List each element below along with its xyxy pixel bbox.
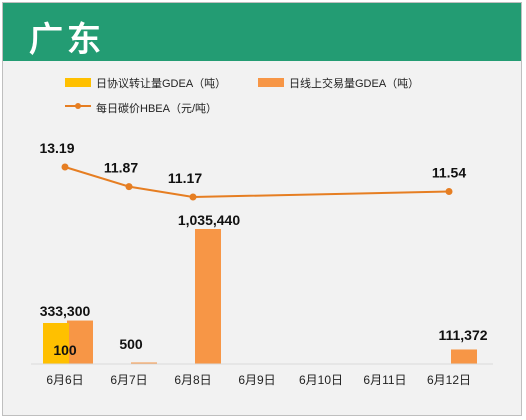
price-data-label-1: 13.19 (39, 140, 74, 156)
legend-swatch-online (258, 78, 284, 87)
bar-data-label-1: 333,300 (40, 303, 91, 319)
legend-swatch-price-marker (75, 103, 81, 109)
x-tick-label-5: 6月10日 (299, 373, 343, 387)
page-title: 广东 (29, 20, 105, 60)
price-data-label-2: 11.87 (104, 160, 138, 176)
x-tick-label-2: 6月7日 (110, 373, 147, 387)
price-point-7 (445, 188, 453, 196)
bar-data-label-4: 1,035,440 (178, 212, 240, 228)
bar-data-label-2: 100 (53, 342, 77, 358)
chart-plot: 333,300 100 500 1,035,440 111,372 13.19 11.87 1… (31, 140, 493, 387)
chart-card: 广东 日协议转让量GDEA（吨） 日线上交易量GDEA（吨） 每日碳价HBEA（… (2, 2, 522, 416)
price-data-label-7: 11.54 (432, 165, 466, 181)
price-line (64, 166, 450, 199)
x-tick-label-6: 6月11日 (363, 373, 406, 387)
bar-online-7 (451, 349, 477, 364)
price-point-2 (125, 183, 133, 191)
bar-data-label-5: 111,372 (438, 327, 487, 343)
legend-label-online: 日线上交易量GDEA（吨） (289, 78, 420, 90)
price-point-1 (61, 163, 69, 171)
legend-swatch-agreement (65, 78, 91, 87)
legend-label-agreement: 日协议转让量GDEA（吨） (96, 78, 227, 90)
x-tick-label-3: 6月8日 (174, 373, 211, 387)
price-data-label-3: 11.17 (168, 170, 202, 186)
legend-label-price: 每日碳价HBEA（元/吨） (96, 103, 218, 115)
bar-agreement-1 (43, 323, 69, 364)
header-banner: 广东 (3, 3, 521, 61)
x-tick-label-7: 6月12日 (427, 373, 471, 387)
x-tick-label-4: 6月9日 (238, 373, 275, 387)
bar-online-3 (195, 229, 221, 364)
bar-online-2 (131, 362, 157, 364)
bar-online-1 (67, 320, 93, 364)
bar-data-label-3: 500 (119, 336, 143, 352)
x-tick-label-1: 6月6日 (46, 373, 83, 387)
price-point-3 (189, 193, 197, 201)
